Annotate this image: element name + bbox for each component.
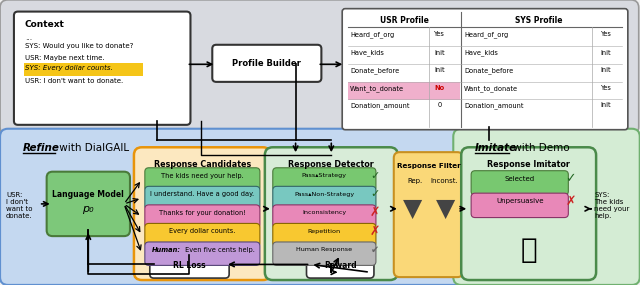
Text: 0: 0 [437, 102, 442, 108]
FancyBboxPatch shape [145, 223, 260, 247]
Text: Heard_of_org: Heard_of_org [350, 31, 394, 38]
Text: SYS: Every dollar counts.: SYS: Every dollar counts. [25, 65, 113, 71]
FancyBboxPatch shape [453, 129, 640, 285]
Text: p₀: p₀ [83, 204, 94, 214]
Text: Response Candidates: Response Candidates [154, 160, 251, 169]
Text: Donate_before: Donate_before [464, 67, 513, 74]
FancyBboxPatch shape [265, 147, 397, 280]
Text: Response Detector: Response Detector [289, 160, 374, 169]
FancyBboxPatch shape [273, 186, 376, 210]
FancyBboxPatch shape [273, 168, 376, 191]
FancyBboxPatch shape [0, 0, 639, 135]
Text: ✗: ✗ [565, 194, 575, 207]
Text: Yes: Yes [434, 31, 445, 37]
Text: Thanks for your donation!: Thanks for your donation! [159, 210, 246, 216]
Text: Have_kids: Have_kids [464, 50, 498, 56]
FancyBboxPatch shape [145, 205, 260, 228]
Text: Yes: Yes [600, 85, 611, 91]
Text: Every dollar counts.: Every dollar counts. [169, 228, 236, 234]
Text: SYS Profile: SYS Profile [515, 17, 563, 25]
Text: Repetition: Repetition [308, 229, 341, 234]
FancyBboxPatch shape [471, 193, 568, 217]
FancyBboxPatch shape [273, 223, 376, 247]
Text: Selected: Selected [505, 176, 535, 182]
Text: Inconsistency: Inconsistency [302, 210, 346, 215]
Text: Want_to_donate: Want_to_donate [464, 85, 518, 91]
Text: ✗: ✗ [370, 225, 380, 238]
FancyBboxPatch shape [145, 186, 260, 210]
Text: Init: Init [601, 50, 611, 56]
FancyBboxPatch shape [342, 9, 628, 130]
Text: Imitate: Imitate [475, 143, 517, 153]
Text: Refine: Refine [23, 143, 60, 153]
Text: Have_kids: Have_kids [350, 50, 384, 56]
Text: USR: Maybe next time.: USR: Maybe next time. [25, 54, 104, 60]
Text: Init: Init [601, 102, 611, 108]
FancyBboxPatch shape [47, 172, 130, 236]
Text: USR: I don't want to donate.: USR: I don't want to donate. [25, 78, 123, 84]
Text: ✓: ✓ [565, 172, 575, 185]
Text: No: No [435, 85, 444, 91]
Text: Init: Init [434, 50, 445, 56]
Text: Even five cents help.: Even five cents help. [182, 247, 255, 253]
Text: Human:: Human: [152, 247, 180, 253]
Text: Init: Init [601, 67, 611, 73]
Text: RL Loss: RL Loss [173, 261, 206, 270]
Text: ✓: ✓ [371, 171, 380, 181]
Text: ...: ... [25, 33, 32, 42]
Text: Yes: Yes [600, 31, 611, 37]
FancyBboxPatch shape [348, 82, 460, 100]
Text: ✗: ✗ [370, 206, 380, 219]
Text: Language Model: Language Model [52, 190, 124, 199]
Text: Context: Context [25, 20, 65, 29]
Text: ▼: ▼ [436, 197, 455, 221]
FancyBboxPatch shape [307, 251, 374, 278]
Text: Response Imitator: Response Imitator [487, 160, 570, 169]
FancyBboxPatch shape [145, 242, 260, 265]
FancyBboxPatch shape [212, 45, 321, 82]
Text: The kids need your help.: The kids need your help. [161, 173, 244, 179]
Text: ✓: ✓ [371, 189, 380, 199]
Text: Donation_amount: Donation_amount [464, 102, 524, 109]
Text: SYS: Would you like to donate?: SYS: Would you like to donate? [25, 43, 133, 49]
FancyBboxPatch shape [150, 251, 229, 278]
Text: Reward: Reward [324, 261, 356, 270]
Text: Rep.: Rep. [407, 178, 422, 184]
Text: Pass▴Strategy: Pass▴Strategy [302, 173, 347, 178]
FancyBboxPatch shape [145, 168, 260, 191]
FancyBboxPatch shape [24, 63, 143, 76]
FancyBboxPatch shape [134, 147, 271, 280]
Text: Human Response: Human Response [296, 247, 353, 252]
Text: ✔: ✔ [371, 245, 379, 255]
Text: SYS:
The kids
need your
help.: SYS: The kids need your help. [594, 192, 630, 219]
Text: ▼: ▼ [403, 197, 422, 221]
FancyBboxPatch shape [273, 242, 376, 265]
Text: Inconst.: Inconst. [431, 178, 458, 184]
Text: Donation_amount: Donation_amount [350, 102, 410, 109]
Text: Profile Builder: Profile Builder [232, 59, 301, 68]
FancyBboxPatch shape [273, 205, 376, 228]
Text: Response Filter: Response Filter [397, 163, 460, 169]
Text: with Demo: with Demo [510, 143, 570, 153]
Text: Want_to_donate: Want_to_donate [350, 85, 404, 91]
Text: USR:
I don't
want to
donate.: USR: I don't want to donate. [6, 192, 33, 219]
FancyBboxPatch shape [14, 12, 191, 125]
Text: with DialGAIL: with DialGAIL [56, 143, 129, 153]
Text: Unpersuasive: Unpersuasive [496, 198, 543, 204]
Text: I understand. Have a good day.: I understand. Have a good day. [150, 191, 255, 197]
FancyBboxPatch shape [461, 147, 596, 280]
Text: Init: Init [434, 67, 445, 73]
FancyBboxPatch shape [471, 171, 568, 195]
Text: Heard_of_org: Heard_of_org [464, 31, 508, 38]
Text: Pass▴Non-Strategy: Pass▴Non-Strategy [294, 192, 355, 197]
Text: USR Profile: USR Profile [380, 17, 429, 25]
Text: Donate_before: Donate_before [350, 67, 399, 74]
Text: 👤: 👤 [520, 236, 537, 264]
FancyBboxPatch shape [394, 152, 463, 277]
FancyBboxPatch shape [0, 129, 464, 285]
